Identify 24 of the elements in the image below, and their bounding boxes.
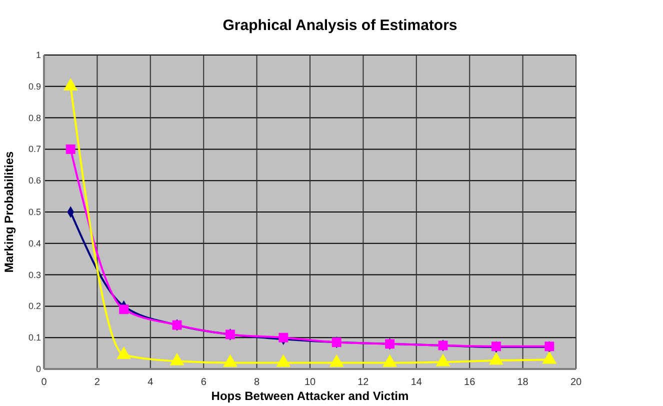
y-tick-label: 0.4	[28, 238, 41, 248]
x-tick-label: 10	[304, 377, 316, 388]
y-tick-label: 0.8	[28, 112, 41, 123]
y-tick-label: 0.3	[28, 270, 41, 280]
y-tick-label: 0.2	[28, 301, 41, 312]
y-tick-label: 0.6	[28, 176, 41, 186]
x-tick-label: 20	[570, 377, 582, 388]
y-tick-label: 0.7	[28, 144, 41, 154]
x-tick-label: 12	[358, 377, 370, 388]
y-tick-label: 0.9	[28, 81, 41, 92]
x-tick-label: 14	[410, 377, 422, 388]
y-axis-title: Marking Probabilities	[2, 150, 16, 273]
x-tick-label: 6	[200, 377, 207, 388]
y-tick-label: 0	[36, 364, 41, 374]
y-tick-label: 0.1	[28, 332, 41, 343]
y-tick-label: 1	[36, 50, 41, 60]
x-tick-label: 16	[464, 377, 476, 388]
x-tick-label: 4	[148, 377, 154, 388]
chart-title: Graphical Analysis of Estimators	[222, 17, 458, 34]
x-tick-label: 2	[94, 377, 100, 388]
x-tick-label: 8	[254, 377, 260, 388]
x-axis-title: Hops Between Attacker and Victim	[211, 389, 409, 403]
x-tick-label: 18	[517, 377, 529, 388]
y-tick-label: 0.5	[28, 207, 41, 217]
